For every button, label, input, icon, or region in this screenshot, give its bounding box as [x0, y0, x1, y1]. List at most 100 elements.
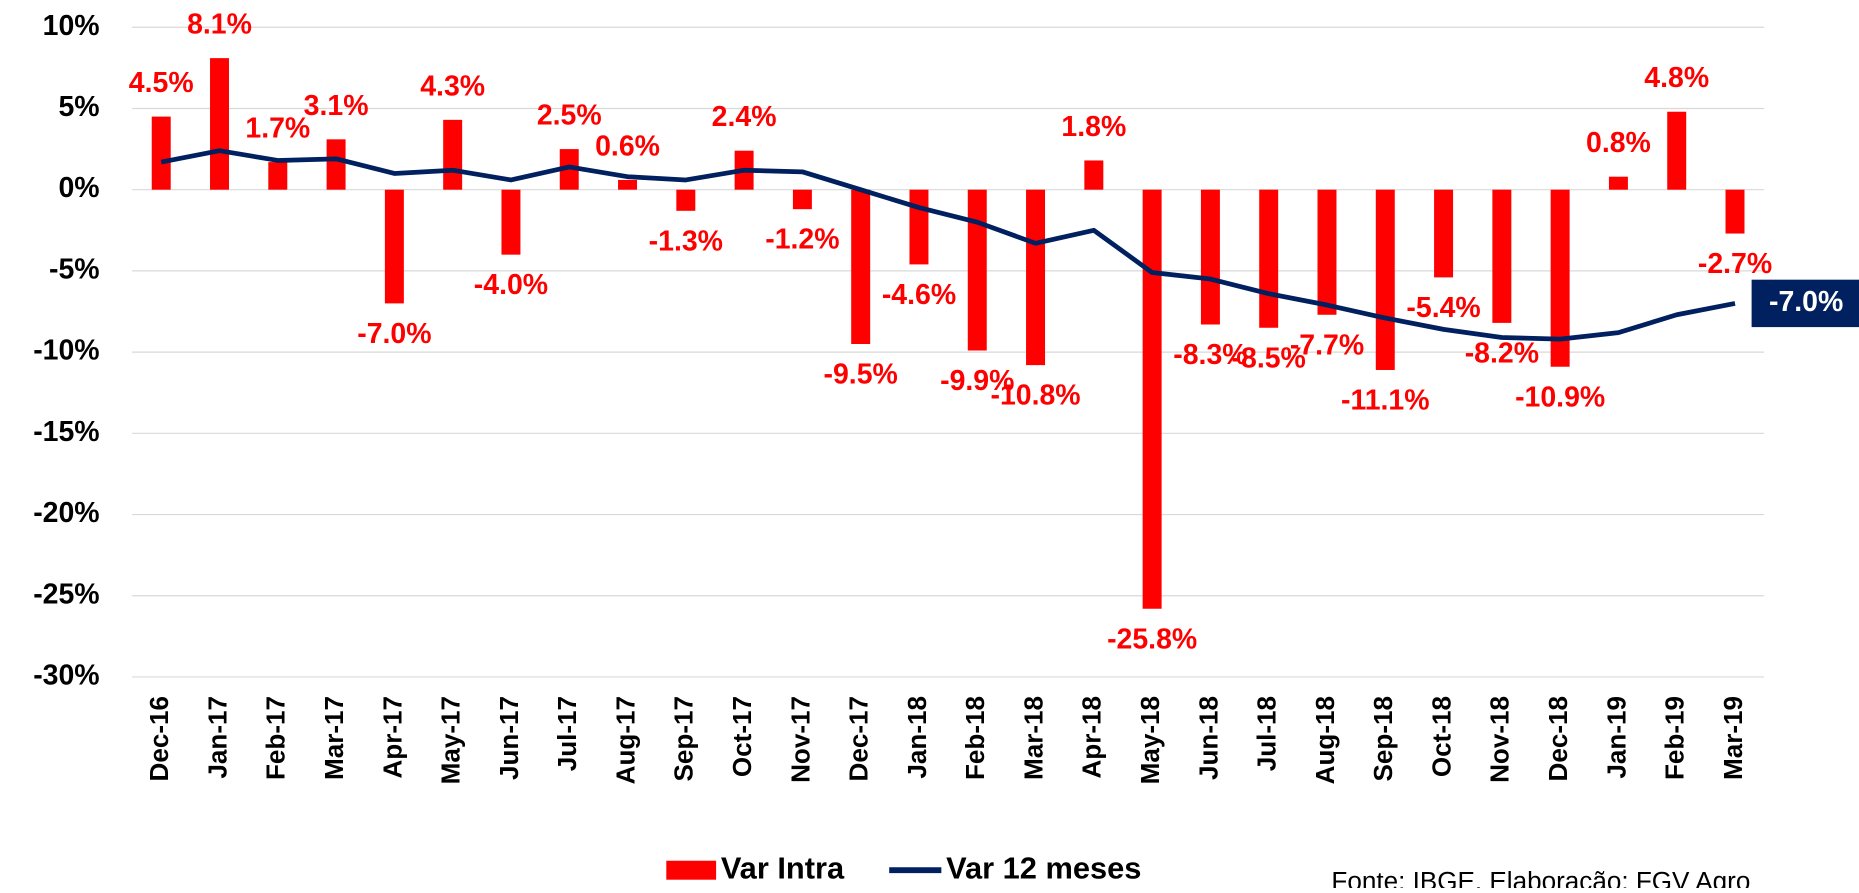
x-tick-label: Mar-17: [319, 696, 349, 780]
bar: [1434, 189, 1454, 278]
bar: [1375, 189, 1395, 370]
x-tick-label: Aug-17: [610, 696, 640, 784]
bar: [1608, 176, 1628, 190]
x-tick-label: May-17: [436, 696, 466, 784]
bar: [326, 139, 346, 190]
data-label: 3.1%: [304, 90, 369, 122]
bar: [501, 189, 521, 255]
x-tick-label: Feb-18: [960, 696, 990, 780]
data-label: -8.5%: [1232, 342, 1306, 374]
bar: [851, 189, 871, 344]
data-label: -4.0%: [474, 269, 548, 301]
bar: [618, 179, 638, 190]
data-label: -5.4%: [1406, 292, 1480, 324]
y-tick-label: 10%: [43, 10, 100, 42]
x-tick-label: Feb-19: [1660, 696, 1690, 780]
legend-swatch: [666, 860, 717, 880]
data-label: -8.2%: [1465, 337, 1539, 369]
end-label-box: [1751, 279, 1859, 328]
bar: [792, 189, 812, 210]
data-label: -2.7%: [1698, 248, 1772, 280]
bar: [384, 189, 404, 304]
bar: [559, 149, 579, 190]
x-tick-label: Jul-18: [1252, 696, 1282, 771]
data-label: 4.5%: [129, 67, 194, 99]
y-tick-label: -25%: [33, 578, 99, 610]
bar: [967, 189, 987, 351]
data-label: -1.3%: [649, 225, 723, 257]
bar: [1084, 160, 1104, 190]
x-tick-label: Nov-17: [785, 696, 815, 783]
y-tick-label: 5%: [58, 91, 99, 123]
y-tick-label: -5%: [49, 253, 100, 285]
bar: [1317, 189, 1337, 315]
bar: [1725, 189, 1745, 234]
x-tick-label: Mar-18: [1018, 696, 1048, 780]
data-label: -10.8%: [990, 380, 1080, 412]
data-label: 0.6%: [595, 130, 660, 162]
x-tick-label: Jan-19: [1601, 696, 1631, 779]
data-label: 8.1%: [187, 9, 252, 41]
x-tick-label: Dec-17: [844, 696, 874, 782]
x-tick-label: Apr-18: [1077, 696, 1107, 779]
x-tick-label: May-18: [1135, 696, 1165, 784]
bar: [1200, 189, 1220, 325]
x-tick-label: Jun-18: [1193, 696, 1223, 780]
x-tick-label: Jun-17: [494, 696, 524, 780]
data-label: 2.5%: [537, 100, 602, 132]
x-tick-label: Jan-17: [202, 696, 232, 779]
data-label: -9.5%: [824, 359, 898, 391]
bar: [443, 119, 463, 190]
y-tick-label: 0%: [58, 172, 99, 204]
y-tick-label: -30%: [33, 659, 99, 691]
bar: [1259, 189, 1279, 328]
x-tick-label: Nov-18: [1485, 696, 1515, 783]
x-tick-label: Aug-18: [1310, 696, 1340, 784]
data-label: -7.0%: [357, 318, 431, 350]
source-note: Fonte: IBGE. Elaboração: FGV Agro: [1331, 866, 1750, 888]
data-label: -8.3%: [1173, 339, 1247, 371]
data-label: 1.7%: [245, 113, 310, 145]
data-label: -1.2%: [765, 224, 839, 256]
bar: [1142, 189, 1162, 609]
x-tick-label: Sep-17: [669, 696, 699, 782]
data-label: -9.9%: [940, 365, 1014, 397]
x-tick-label: Mar-19: [1718, 696, 1748, 780]
legend-label: Var Intra: [721, 850, 845, 885]
data-label: 1.8%: [1061, 111, 1126, 143]
bar: [909, 189, 929, 265]
x-tick-label: Oct-18: [1426, 696, 1456, 777]
x-tick-label: Dec-16: [144, 696, 174, 782]
x-tick-label: Jul-17: [552, 696, 582, 771]
x-tick-label: Sep-18: [1368, 696, 1398, 782]
data-label: -7.7%: [1290, 329, 1364, 361]
data-label: -25.8%: [1107, 623, 1197, 655]
data-label: -4.6%: [882, 279, 956, 311]
line: [160, 148, 1736, 342]
x-tick-label: Oct-17: [727, 696, 757, 777]
bar: [1667, 111, 1687, 190]
bar: [1550, 189, 1570, 367]
data-label: -10.9%: [1515, 381, 1605, 413]
y-tick-label: -15%: [33, 416, 99, 448]
legend-label: Var 12 meses: [946, 850, 1141, 885]
y-tick-label: -10%: [33, 335, 99, 367]
x-tick-label: Feb-17: [261, 696, 291, 780]
bar: [210, 58, 229, 190]
x-tick-label: Dec-18: [1543, 696, 1573, 782]
data-label: 0.8%: [1586, 127, 1651, 159]
data-label: 4.3%: [420, 70, 485, 102]
y-tick-label: -20%: [33, 497, 99, 529]
bar: [268, 162, 288, 190]
data-label: 4.8%: [1644, 62, 1709, 94]
data-label: 2.4%: [712, 101, 777, 133]
bar: [1026, 189, 1046, 366]
bar: [1492, 189, 1512, 323]
bar: [676, 189, 696, 211]
x-tick-label: Apr-17: [377, 696, 407, 779]
x-tick-label: Jan-18: [902, 696, 932, 779]
end-label: -7.0%: [1769, 286, 1843, 318]
bar: [151, 116, 171, 190]
data-label: -11.1%: [1341, 385, 1430, 417]
